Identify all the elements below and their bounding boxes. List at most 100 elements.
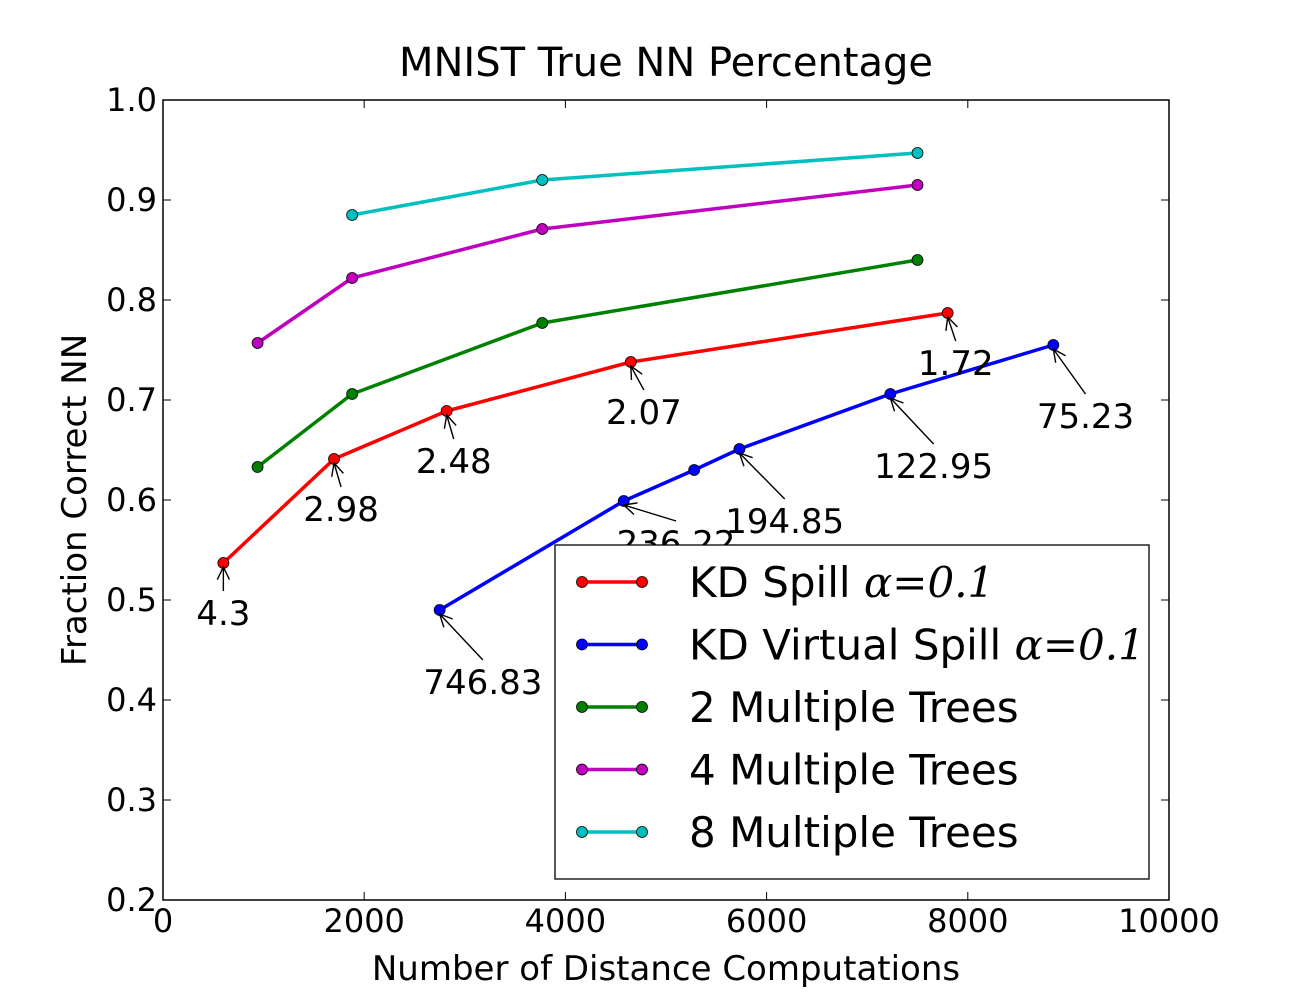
legend-swatch-marker (636, 638, 648, 651)
legend-swatch-marker (576, 826, 588, 838)
series-2 (251, 254, 924, 473)
legend-box (554, 544, 1150, 880)
annotation-label: 2.98 (303, 490, 379, 530)
annotation-label: 4.3 (196, 594, 250, 634)
annotation-arrowhead (438, 612, 453, 628)
legend-entry: 4 Multiple Trees (576, 746, 1019, 795)
annotation-arrow (1052, 348, 1087, 395)
annotation: 1.72 (918, 315, 994, 384)
annotation: 75.23 (1037, 347, 1134, 437)
legend-label: 8 Multiple Trees (689, 808, 1019, 857)
y-tick-label: 0.4 (106, 681, 157, 719)
legend-entry: KD Spill α=0.1 (576, 558, 994, 607)
legend-label-text: KD Virtual Spill (689, 621, 1015, 670)
annotation-arrowhead (738, 451, 753, 467)
legend-label: KD Spill α=0.1 (689, 558, 994, 607)
series-layer (217, 147, 1060, 616)
x-tick-label: 0 (153, 902, 173, 940)
data-point (688, 464, 701, 476)
legend-swatch-marker (576, 576, 588, 588)
data-point (536, 174, 549, 186)
ticks-layer: 0 2000 4000 6000 8000 10000 0.2 0.3 0.4 0.5 0.6 0.7… (106, 81, 1220, 940)
annotation-arrow (889, 397, 935, 445)
x-tick-label: 4000 (525, 902, 606, 940)
data-point (346, 388, 359, 400)
x-tick-label: 10000 (1118, 902, 1220, 940)
data-point (617, 495, 630, 507)
data-point (346, 209, 359, 221)
data-point (346, 272, 359, 284)
annotation-arrowhead (216, 565, 231, 580)
y-tick-label: 0.8 (106, 281, 157, 319)
annotation: 2.07 (606, 364, 682, 433)
x-axis-label: Number of Distance Computations (372, 949, 960, 989)
annotation-arrowhead (1052, 347, 1066, 363)
series-line (438, 343, 1054, 612)
annotation-label: 2.48 (416, 442, 492, 482)
legend-entry: 2 Multiple Trees (576, 683, 1019, 732)
annotation-arrow (333, 462, 342, 488)
legend-swatch-marker (636, 826, 648, 838)
legend-label-math: α=0.1 (864, 558, 994, 607)
series-line (256, 183, 918, 345)
annotation-arrowhead (889, 396, 904, 412)
legend-label: 4 Multiple Trees (689, 746, 1019, 795)
annotation-label: 75.23 (1037, 397, 1134, 437)
data-point (536, 223, 549, 235)
annotation-arrow (623, 504, 677, 522)
annotation-arrow (439, 613, 484, 661)
annotation-arrowhead (630, 364, 643, 381)
legend: KD Spill α=0.1KD Virtual Spill α=0.12 Mu… (554, 544, 1150, 880)
annotation: 2.48 (416, 413, 492, 482)
y-tick-label: 0.7 (106, 381, 157, 419)
x-tick-label: 2000 (323, 902, 404, 940)
data-point (536, 317, 549, 329)
annotation-arrow (947, 316, 957, 342)
annotation-label: 746.83 (423, 663, 542, 703)
series-4 (346, 147, 924, 221)
annotation-arrowhead (443, 413, 457, 429)
annotation: 194.85 (725, 451, 844, 542)
annotation-arrow (738, 452, 786, 500)
annotation-label: 122.95 (874, 447, 993, 487)
y-tick-label: 1.0 (106, 81, 157, 119)
annotation-arrow (630, 365, 645, 391)
legend-swatch-marker (636, 763, 648, 776)
legend-label: KD Virtual Spill α=0.1 (689, 621, 1145, 670)
legend-label-math: α=0.1 (1015, 621, 1145, 670)
legend-label-text: 8 Multiple Trees (689, 808, 1019, 857)
x-tick-label: 8000 (927, 902, 1008, 940)
y-axis-label: Fraction Correct NN (55, 334, 95, 666)
y-tick-label: 0.5 (106, 581, 157, 619)
legend-swatch-marker (576, 763, 588, 776)
legend-swatch-marker (636, 701, 648, 713)
y-tick-label: 0.6 (106, 481, 157, 519)
annotation-label: 194.85 (725, 502, 844, 542)
annotation-arrowhead (331, 461, 344, 477)
data-point (911, 179, 924, 191)
legend-swatch-marker (576, 701, 588, 713)
annotation-arrow (446, 414, 455, 440)
annotation-label: 1.72 (918, 344, 994, 384)
legend-label-text: KD Spill (689, 558, 864, 607)
legend-swatch-marker (636, 576, 648, 588)
x-tick-label: 6000 (726, 902, 807, 940)
data-point (251, 461, 264, 473)
annotation: 746.83 (423, 612, 542, 703)
y-tick-label: 0.3 (106, 781, 157, 819)
series-line (256, 258, 918, 469)
annotation: 122.95 (874, 396, 993, 487)
data-point (911, 147, 924, 159)
annotation-label: 2.07 (606, 393, 682, 433)
annotation: 2.98 (303, 461, 379, 530)
data-point (251, 337, 264, 349)
chart-title: MNIST True NN Percentage (399, 40, 933, 86)
legend-swatch-marker (576, 638, 588, 651)
legend-label-text: 4 Multiple Trees (689, 746, 1019, 795)
legend-entry: 8 Multiple Trees (576, 808, 1019, 857)
series-1 (433, 339, 1060, 616)
y-tick-label: 0.2 (106, 881, 157, 919)
annotation: 4.3 (196, 565, 250, 634)
legend-label-text: 2 Multiple Trees (689, 683, 1019, 732)
